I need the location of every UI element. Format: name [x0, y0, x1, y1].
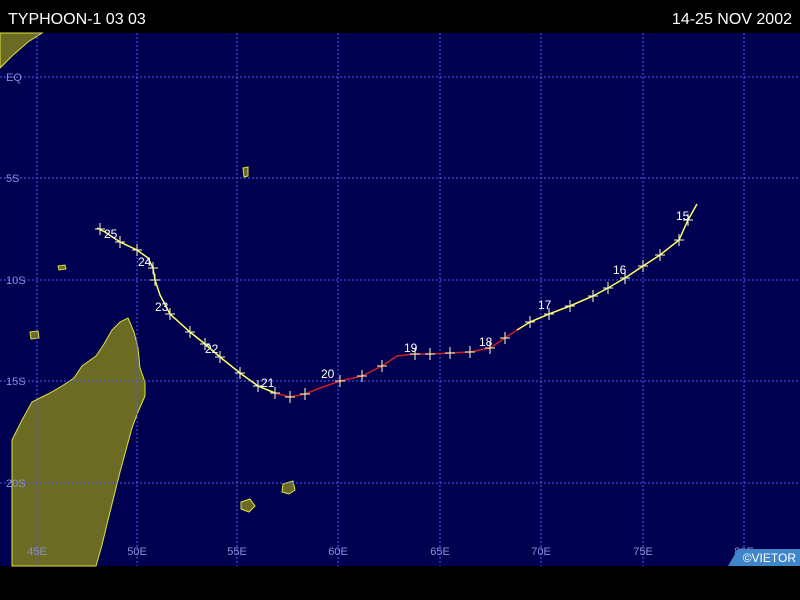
lon-label: 75E	[633, 546, 653, 558]
lat-label: 15S	[6, 376, 26, 388]
africa	[0, 32, 44, 69]
credit-badge	[728, 549, 800, 566]
day-label: 21	[261, 376, 275, 390]
day-label: 18	[479, 335, 493, 349]
lat-label: EQ	[6, 72, 22, 84]
lon-label: 60E	[328, 546, 348, 558]
latitude-labels: EQ 5S 10S 15S 20S	[6, 72, 26, 490]
lon-label: 70E	[531, 546, 551, 558]
land	[0, 32, 296, 567]
day-label: 25	[104, 227, 118, 241]
day-labels: 15 16 17 18 19 20 21 22 23 24 25	[104, 209, 690, 390]
day-label: 17	[538, 298, 552, 312]
reunion	[240, 498, 256, 513]
day-label: 19	[404, 341, 418, 355]
lat-label: 5S	[6, 173, 19, 185]
lat-label: 20S	[6, 478, 26, 490]
title: TYPHOON-1 03 03	[8, 11, 146, 28]
dates: 14-25 NOV 2002	[672, 11, 792, 28]
storm-track	[96, 203, 698, 398]
comoros	[29, 330, 40, 340]
lon-label: 65E	[430, 546, 450, 558]
lon-label: 50E	[127, 546, 147, 558]
madagascar	[11, 317, 146, 567]
track-segment	[96, 227, 276, 394]
day-label: 23	[155, 300, 169, 314]
day-label: 24	[138, 255, 152, 269]
day-label: 20	[321, 367, 335, 381]
islet	[57, 264, 67, 271]
ocean	[0, 33, 800, 566]
day-label: 15	[676, 209, 690, 223]
credit: ©VIETOR	[743, 551, 797, 565]
track-segment	[274, 329, 518, 398]
graticule	[0, 33, 800, 566]
lat-label: 10S	[6, 275, 26, 287]
mauritius	[281, 480, 296, 495]
lon-label: 45E	[27, 546, 47, 558]
lon-label: 55E	[227, 546, 247, 558]
track-segment	[516, 203, 698, 331]
day-label: 16	[613, 263, 627, 277]
track-markers	[95, 214, 693, 403]
seychelles	[242, 166, 249, 178]
day-label: 22	[205, 342, 219, 356]
